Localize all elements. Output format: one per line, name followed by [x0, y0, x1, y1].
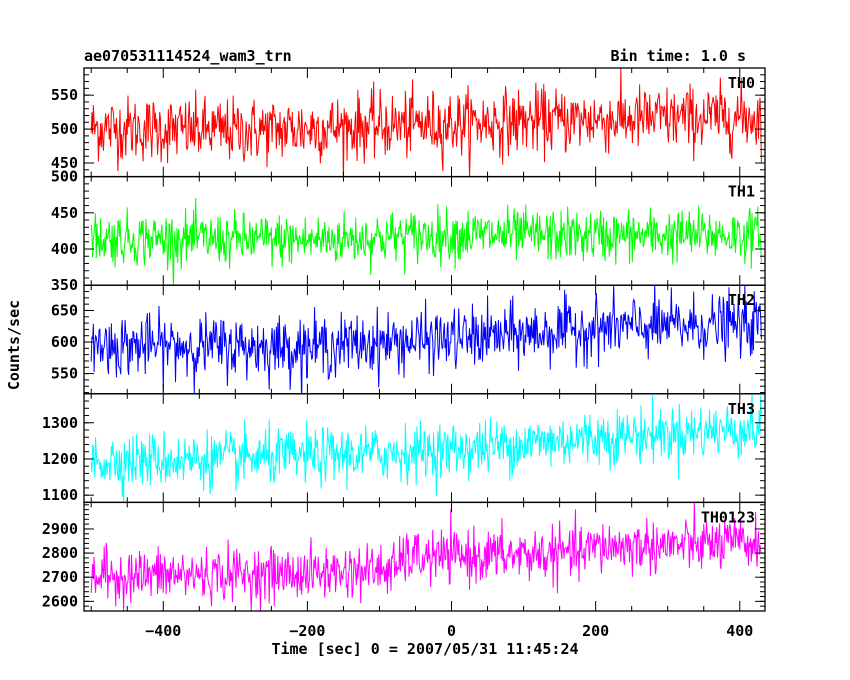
y-tick-label: 450: [51, 154, 78, 172]
x-axis-label: Time [sec] 0 = 2007/05/31 11:45:24: [271, 640, 578, 658]
panel-th3: 1100 1200 1300 TH3: [42, 393, 766, 504]
y-tick-label: 500: [51, 168, 78, 186]
panel-th2: 550 600 650 TH2: [51, 284, 766, 395]
chart-title: ae070531114524_wam3_trn: [84, 47, 292, 65]
y-tick-label: 2800: [42, 544, 78, 562]
y-tick-label: 650: [51, 301, 78, 319]
series-label-th0: TH0: [728, 74, 755, 92]
x-tick-label: −400: [145, 622, 181, 640]
y-tick-label: 350: [51, 276, 78, 294]
y-axis-label: Counts/sec: [5, 300, 23, 390]
x-tick-labels: −400 −200 0 200 400: [145, 622, 753, 640]
series-label-th0123: TH0123: [701, 508, 755, 526]
y-tick-label: 550: [51, 86, 78, 104]
y-tick-label: 500: [51, 120, 78, 138]
panel-th0: 450 500 550 TH0: [51, 67, 766, 178]
series-line-th0: [90, 68, 762, 177]
y-tick-label: 1200: [42, 450, 78, 468]
series-line-th3: [90, 393, 762, 502]
series-label-th2: TH2: [728, 291, 755, 309]
panel-frame-th0123: [83, 501, 766, 612]
x-tick-label: 200: [582, 622, 609, 640]
series-label-th1: TH1: [728, 183, 755, 201]
y-tick-label: 1300: [42, 414, 78, 432]
y-tick-label: 550: [51, 365, 78, 383]
y-tick-label: 2600: [42, 592, 78, 610]
panel-th1: 350 400 450 500 TH1: [51, 168, 766, 294]
y-tick-label: 1100: [42, 486, 78, 504]
x-tick-label: −200: [289, 622, 325, 640]
y-tick-label: 600: [51, 333, 78, 351]
series-label-th3: TH3: [728, 400, 755, 418]
y-tick-label: 2900: [42, 520, 78, 538]
y-tick-label: 450: [51, 204, 78, 222]
panel-th0123: 2600 2700 2800 2900 TH0123: [42, 501, 766, 612]
series-line-th2: [90, 285, 762, 394]
series-line-th1: [90, 198, 762, 286]
x-tick-label: 400: [726, 622, 753, 640]
series-line-th0123: [90, 502, 762, 611]
y-tick-label: 400: [51, 240, 78, 258]
y-tick-label: 2700: [42, 568, 78, 586]
x-tick-label: 0: [447, 622, 456, 640]
panel-frame-th3: [83, 393, 766, 504]
bin-time-label: Bin time: 1.0 s: [611, 47, 746, 65]
panels: 450500550TH0350400450500TH1550600650TH21…: [42, 67, 766, 612]
